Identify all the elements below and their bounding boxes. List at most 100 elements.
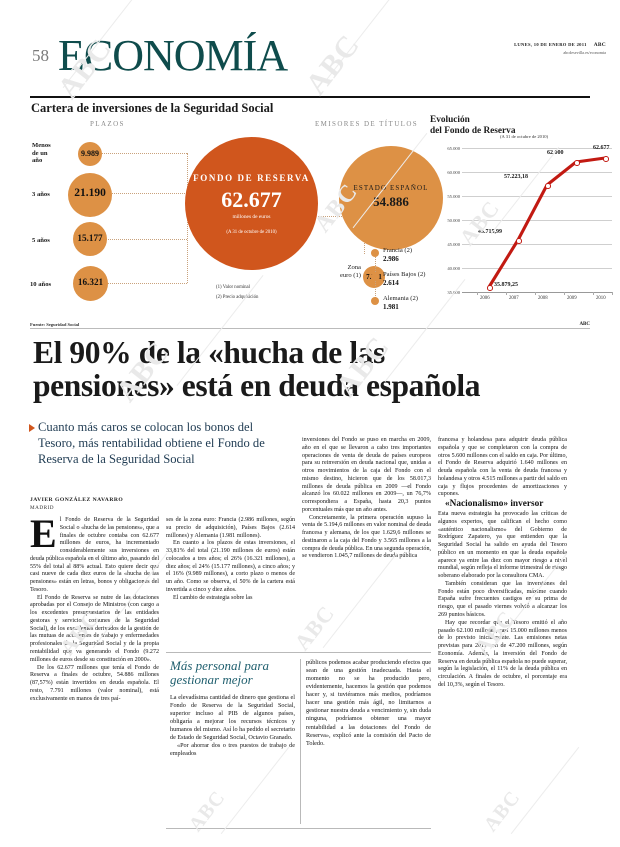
infographic: PLAZOS EMISORES DE TÍTULOS Evolución del…	[30, 115, 613, 322]
col4-p2: Esta nueva estrategia ha provocado las c…	[438, 511, 567, 580]
plazo-value-1: 21.190	[74, 187, 106, 199]
x-tick	[506, 292, 507, 295]
bubble-emisor-1	[371, 273, 379, 281]
data-point-2007	[516, 238, 522, 244]
data-label-2009: 62.000	[547, 150, 564, 156]
bubble-plazo-1	[68, 173, 112, 217]
connector	[100, 239, 187, 240]
headline-line-2: pensiones» está en deuda española	[33, 368, 481, 404]
emisor-value-0: 2.986	[383, 255, 399, 263]
body-column-2: ses de la zona euro: Francia (2.986 mill…	[166, 517, 295, 602]
connector	[100, 193, 187, 194]
masthead-rule	[30, 96, 590, 99]
data-point-2006	[487, 285, 493, 291]
plazo-label-3: 10 años	[30, 281, 52, 288]
infographic-title: Cartera de inversiones de la Seguridad S…	[31, 101, 274, 115]
fondo-date: (A 31 de octubre de 2010)	[226, 230, 277, 235]
x-tick	[477, 292, 478, 295]
y-tick-50000: 50.000	[447, 218, 460, 223]
plazo-value-3: 16.321	[77, 277, 104, 287]
x-tick	[564, 292, 565, 295]
emisor-name-2: Alemania (2)	[383, 295, 418, 302]
zona-euro-label: Zona euro (1)	[339, 264, 361, 279]
gridline	[462, 268, 612, 269]
infographic-rule	[30, 328, 590, 329]
y-tick-40000: 40.000	[447, 266, 460, 271]
section-title: ECONOMÍA	[58, 31, 288, 80]
estado-value: 54.886	[373, 194, 409, 209]
evolution-chart: (A 31 de octubre de 2010) 65.000 60.000 …	[428, 134, 620, 320]
data-point-2010	[603, 156, 609, 162]
evolution-chart-subtitle: (A 31 de octubre de 2010)	[500, 134, 549, 139]
bubble-emisor-0	[371, 249, 379, 257]
data-point-2008	[545, 183, 551, 189]
col3-p2: Concretamente, la primera operación supu…	[302, 514, 431, 560]
data-point-2009	[574, 160, 580, 166]
kicker-emisores: EMISORES DE TÍTULOS	[315, 120, 419, 128]
col4-p3: También consideran que las inversiones d…	[438, 580, 567, 619]
watermark-line	[220, 746, 290, 835]
connector	[318, 216, 364, 217]
x-label-2010: 2010	[596, 296, 606, 301]
gridline	[462, 196, 612, 197]
article-crosshead: «Nacionalismo» inversor	[445, 499, 544, 510]
sidebar-rule-top	[166, 652, 431, 653]
gridline	[462, 244, 612, 245]
masthead: 58 ECONOMÍA LUNES, 10 DE ENERO DE 2011 AB…	[0, 31, 620, 86]
body-column-4: francesa y holandesa para adquirir deuda…	[438, 437, 567, 690]
connector	[92, 153, 187, 154]
emisor-name-0: Francia (2)	[383, 247, 413, 254]
col2-p3: El cambio de estrategia sobre las	[173, 594, 253, 601]
infographic-source: Fuente: Seguridad Social	[30, 322, 80, 327]
fondo-name: FONDO DE RESERVA	[193, 173, 310, 183]
plazo-label-2: 5 años	[32, 237, 50, 244]
col2-p2: En cuanto a los plazos de estas inversio…	[166, 540, 295, 593]
emisor-value-2: 1.981	[383, 303, 399, 311]
masthead-dateline: LUNES, 10 DE ENERO DE 2011 ABC abcdesevil…	[514, 42, 606, 56]
bubble-emisor-2	[371, 297, 379, 305]
x-label-2008: 2008	[538, 296, 548, 301]
y-tick-45000: 45.000	[447, 242, 460, 247]
x-axis-line	[462, 292, 612, 293]
estado-name: ESTADO ESPAÑOL	[353, 184, 429, 192]
plazo-value-0: 9.989	[81, 149, 99, 158]
date-text: LUNES, 10 DE ENERO DE 2011	[514, 42, 587, 47]
x-label-2007: 2007	[509, 296, 519, 301]
col1-p1: l Fondo de Reserva de la Seguridad Socia…	[30, 517, 159, 593]
sidebar-p2: «Por ahorrar dos o tres puestos de traba…	[170, 742, 295, 758]
gridline	[462, 220, 612, 221]
y-tick-60000: 60.000	[447, 170, 460, 175]
col4-p1: francesa y holandesa para adquirir deuda…	[438, 437, 567, 498]
bubble-fondo-reserva: FONDO DE RESERVA 62.677 millones de euro…	[185, 137, 318, 270]
sidebar-title-line1: Más personal para	[170, 658, 269, 673]
emisor-value-1: 2.614	[383, 279, 399, 287]
site-url: abcdesevilla.es/economia	[563, 50, 606, 56]
data-label-2007: 45.715,99	[478, 229, 502, 235]
bubble-plazo-3	[73, 266, 108, 301]
gridline	[462, 148, 612, 149]
data-label-2006: 35.879,25	[494, 282, 518, 288]
bullet-triangle-icon	[29, 424, 35, 432]
col3-p1: inversiones del Fondo se puso en marcha …	[302, 437, 431, 513]
sidebar-column-2: públicos podemos acabar produciendo efec…	[306, 659, 431, 748]
bubble-estado-espanol: ESTADO ESPAÑOL 54.886	[339, 146, 443, 250]
watermark: ABC	[289, 600, 340, 655]
fondo-unit: millones de euros	[232, 214, 271, 220]
y-tick-65000: 65.000	[447, 146, 460, 151]
col4-p4: Hay que recordar que el Tesoro emitió el…	[438, 619, 567, 688]
evolution-title-line2: del Fondo de Reserva	[430, 126, 516, 137]
note-1: (2) Precio adquisición	[216, 295, 259, 300]
infographic-source-brand: ABC	[579, 322, 590, 327]
body-column-3: inversiones del Fondo se puso en marcha …	[302, 437, 431, 561]
col2-p1: ses de la zona euro: Francia (2.986 mill…	[166, 517, 295, 539]
watermark-line	[322, 552, 398, 649]
note-0: (1) Valor nominal	[216, 285, 251, 290]
x-tick	[612, 292, 613, 295]
connector	[100, 283, 187, 284]
article-byline: JAVIER GONZÁLEZ NAVARRO	[30, 497, 124, 503]
sidebar-title-line2: gestionar mejor	[170, 672, 253, 688]
sidebar-p3: públicos podemos acabar produciendo efec…	[306, 659, 431, 747]
col1-p3: De los 62.677 millones que tenía el Fond…	[30, 664, 159, 702]
